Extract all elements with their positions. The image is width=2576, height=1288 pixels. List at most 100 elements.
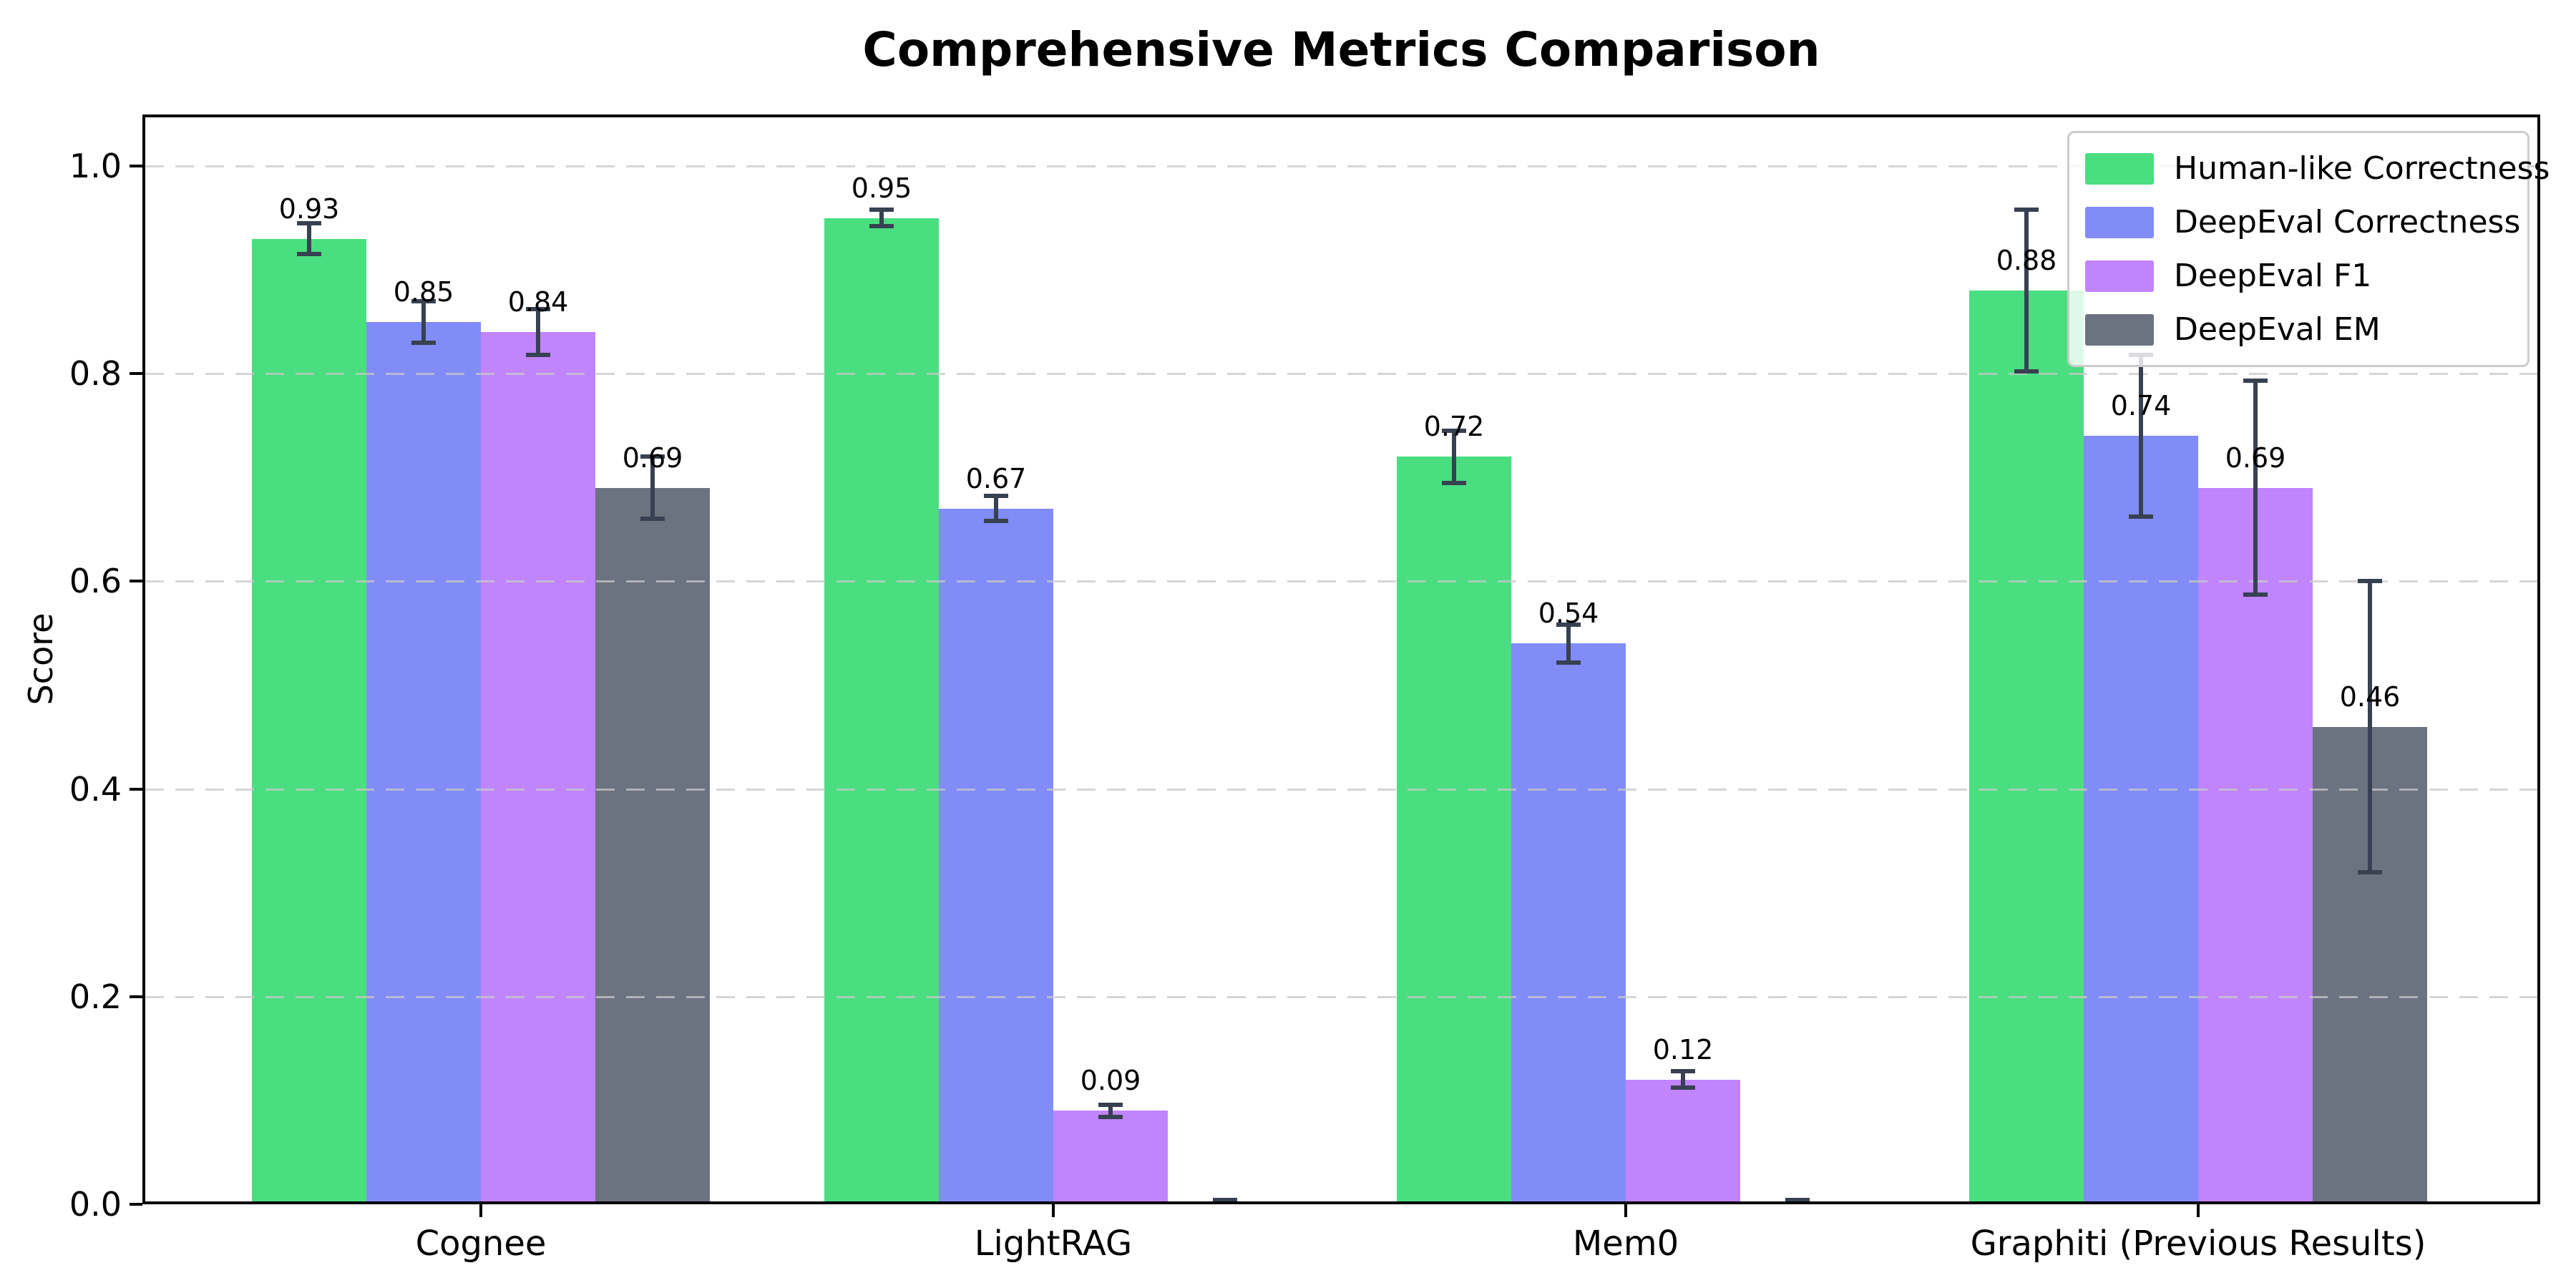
bar-value-label: 0.84 — [507, 286, 569, 318]
bar-value-label: 0.67 — [965, 462, 1027, 494]
bar — [481, 332, 595, 1204]
legend-item: DeepEval EM — [2069, 303, 2527, 356]
error-bar-cap-top — [1098, 1102, 1123, 1107]
error-bar-cap-bottom — [2358, 869, 2382, 874]
x-tick-label: LightRAG — [974, 1224, 1133, 1264]
y-tick — [130, 995, 142, 998]
legend-label: Human-like Correctness — [2174, 150, 2550, 187]
error-bar — [1681, 1071, 1685, 1088]
bar-value-label: 0.12 — [1652, 1033, 1714, 1065]
y-tick-label: 0.0 — [69, 1185, 122, 1224]
error-bar-cap-bottom — [411, 340, 436, 345]
bar — [1053, 1111, 1168, 1204]
error-bar — [2139, 355, 2143, 517]
bar — [1969, 291, 2084, 1204]
grid-line — [145, 580, 2537, 583]
x-tick — [1624, 1204, 1627, 1217]
x-tick — [1052, 1204, 1055, 1217]
bar-value-label: 0.93 — [278, 192, 340, 225]
error-bar — [2368, 581, 2372, 872]
error-bar — [1566, 625, 1571, 663]
error-bar — [421, 301, 426, 343]
error-bar — [536, 309, 540, 356]
error-bar-cap-top — [2358, 579, 2382, 584]
grid-line — [145, 373, 2537, 376]
y-tick — [130, 787, 142, 791]
legend-item: DeepEval F1 — [2069, 249, 2527, 303]
y-tick-label: 1.0 — [69, 147, 122, 185]
error-bar-cap-bottom — [2129, 514, 2153, 519]
y-tick — [130, 372, 142, 376]
bar-value-label: 0.54 — [1538, 597, 1599, 630]
bar — [252, 238, 366, 1204]
error-bar-cap-bottom — [1442, 480, 1466, 485]
error-bar — [1452, 431, 1456, 483]
y-tick-label: 0.4 — [69, 769, 122, 809]
y-tick — [130, 1203, 142, 1206]
error-bar-cap-bottom — [640, 517, 665, 522]
error-bar-cap-bottom — [1671, 1085, 1695, 1091]
error-bar-cap-top — [411, 298, 436, 303]
error-bar — [2024, 209, 2029, 372]
legend-swatch — [2085, 260, 2154, 292]
legend-swatch — [2085, 206, 2154, 238]
bar — [1511, 643, 1626, 1204]
error-bar — [994, 496, 998, 522]
legend-swatch — [2085, 313, 2154, 346]
y-tick — [130, 165, 142, 167]
bar — [2198, 487, 2313, 1204]
error-bar — [307, 223, 311, 255]
error-bar-cap-top — [1785, 1198, 1810, 1203]
bar-value-label: 0.88 — [1996, 245, 2057, 277]
x-tick-label: Cognee — [415, 1224, 547, 1264]
bar-value-label: 0.74 — [2110, 390, 2172, 422]
bar — [939, 508, 1053, 1204]
bar-value-label: 0.95 — [851, 172, 912, 204]
bar-value-label: 0.69 — [2225, 441, 2286, 474]
error-bar-cap-top — [2014, 207, 2039, 212]
grid-line — [145, 788, 2537, 791]
error-bar-cap-top — [1556, 623, 1581, 628]
bar-value-label: 0.69 — [622, 441, 683, 474]
legend-swatch — [2085, 152, 2154, 185]
bar-value-label: 0.09 — [1080, 1065, 1141, 1097]
legend-label: DeepEval Correctness — [2174, 204, 2521, 240]
error-bar-cap-bottom — [869, 224, 894, 229]
legend-label: DeepEval EM — [2174, 311, 2381, 348]
grid-line — [145, 165, 2537, 167]
error-bar — [2253, 381, 2258, 595]
chart-title: Comprehensive Metrics Comparison — [862, 22, 1820, 77]
error-bar-cap-bottom — [2243, 592, 2268, 597]
error-bar-cap-top — [1442, 429, 1466, 433]
x-tick — [479, 1204, 482, 1217]
y-tick-label: 0.6 — [69, 562, 122, 601]
error-bar-cap-bottom — [297, 252, 321, 257]
bar-value-label: 0.85 — [393, 275, 454, 308]
error-bar — [879, 209, 884, 227]
legend-item: Human-like Correctness — [2069, 142, 2550, 195]
error-bar-cap-top — [640, 454, 665, 459]
x-tick — [2197, 1204, 2200, 1217]
error-bar-cap-bottom — [984, 519, 1008, 524]
bar — [595, 487, 710, 1204]
y-tick-label: 0.8 — [69, 354, 122, 394]
bar-value-label: 0.72 — [1423, 411, 1485, 443]
error-bar — [1108, 1104, 1113, 1118]
bar — [2084, 436, 2198, 1204]
error-bar-cap-top — [869, 207, 894, 212]
grid-line — [145, 995, 2537, 998]
legend-item: DeepEval Correctness — [2069, 195, 2527, 249]
bar-value-label: 0.46 — [2339, 680, 2401, 713]
error-bar-cap-top — [1213, 1198, 1237, 1203]
y-tick — [130, 580, 142, 583]
error-bar-cap-bottom — [526, 353, 550, 358]
error-bar-cap-top — [2243, 379, 2268, 384]
error-bar-cap-top — [297, 220, 321, 225]
error-bar-cap-top — [526, 307, 550, 312]
error-bar-cap-bottom — [1556, 660, 1581, 665]
error-bar-cap-top — [984, 494, 1008, 499]
legend: Human-like Correctness DeepEval Correctne… — [2067, 131, 2550, 367]
x-tick-label: Graphiti (Previous Results) — [1970, 1224, 2426, 1264]
x-tick-label: Mem0 — [1572, 1224, 1679, 1264]
